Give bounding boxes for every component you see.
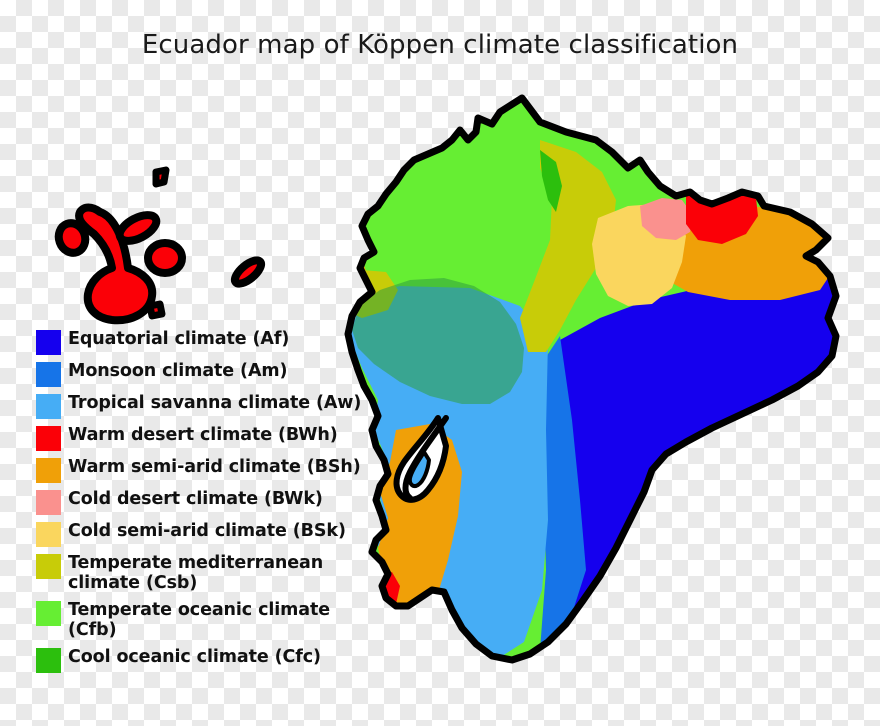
legend-swatch-bwh — [36, 426, 61, 451]
legend-item-bsk[interactable]: Cold semi-arid climate (BSk) — [36, 521, 366, 547]
legend-label-bwh: Warm desert climate (BWh) — [68, 425, 338, 445]
legend-swatch-aw — [36, 394, 61, 419]
legend-swatch-bwk — [36, 490, 61, 515]
legend-item-bsh[interactable]: Warm semi-arid climate (BSh) — [36, 457, 366, 483]
legend-label-cfc: Cool oceanic climate (Cfc) — [68, 646, 321, 667]
legend-label-csb: Temperate mediterranean climate (Csb) — [68, 553, 324, 594]
legend-swatch-csb — [36, 554, 61, 579]
legend-item-am[interactable]: Monsoon climate (Am) — [36, 361, 366, 387]
legend-swatch-cfb — [36, 600, 61, 626]
legend-label-bsk: Cold semi-arid climate (BSk) — [68, 521, 346, 541]
legend-label-am: Monsoon climate (Am) — [68, 361, 288, 381]
region-mediterranean-csb-north — [520, 140, 616, 352]
legend-swatch-bsh — [36, 458, 61, 483]
legend-swatch-cfc — [36, 647, 61, 673]
legend-item-af[interactable]: Equatorial climate (Af) — [36, 329, 366, 355]
legend-item-csb[interactable]: Temperate mediterranean climate (Csb) — [36, 553, 366, 594]
legend-label-cfb: Temperate oceanic climate (Cfb) — [68, 599, 331, 641]
gulf-of-guayaquil-inlet — [393, 415, 449, 503]
legend-item-bwk[interactable]: Cold desert climate (BWk) — [36, 489, 366, 515]
page-title: Ecuador map of Köppen climate classifica… — [141, 30, 739, 60]
galapagos-islands — [54, 166, 266, 325]
legend-swatch-am — [36, 362, 61, 387]
legend-item-bwh[interactable]: Warm desert climate (BWh) — [36, 425, 366, 451]
legend-swatch-bsk — [36, 522, 61, 547]
legend-label-bwk: Cold desert climate (BWk) — [68, 489, 323, 509]
mainland-outline — [344, 94, 840, 664]
region-equatorial-af — [548, 274, 836, 660]
region-monsoon-am — [540, 336, 586, 650]
legend-item-aw[interactable]: Tropical savanna climate (Aw) — [36, 393, 366, 419]
region-cold-desert-bwk — [640, 198, 692, 240]
legend-label-bsh: Warm semi-arid climate (BSh) — [68, 457, 361, 477]
region-cool-oceanic-cfc — [540, 150, 562, 212]
climate-legend: Equatorial climate (Af) Monsoon climate … — [36, 329, 366, 679]
legend-swatch-af — [36, 330, 61, 355]
legend-label-af: Equatorial climate (Af) — [68, 329, 290, 349]
legend-label-aw: Tropical savanna climate (Aw) — [68, 393, 362, 413]
legend-item-cfc[interactable]: Cool oceanic climate (Cfc) — [36, 647, 366, 673]
legend-item-cfb[interactable]: Temperate oceanic climate (Cfb) — [36, 600, 366, 641]
